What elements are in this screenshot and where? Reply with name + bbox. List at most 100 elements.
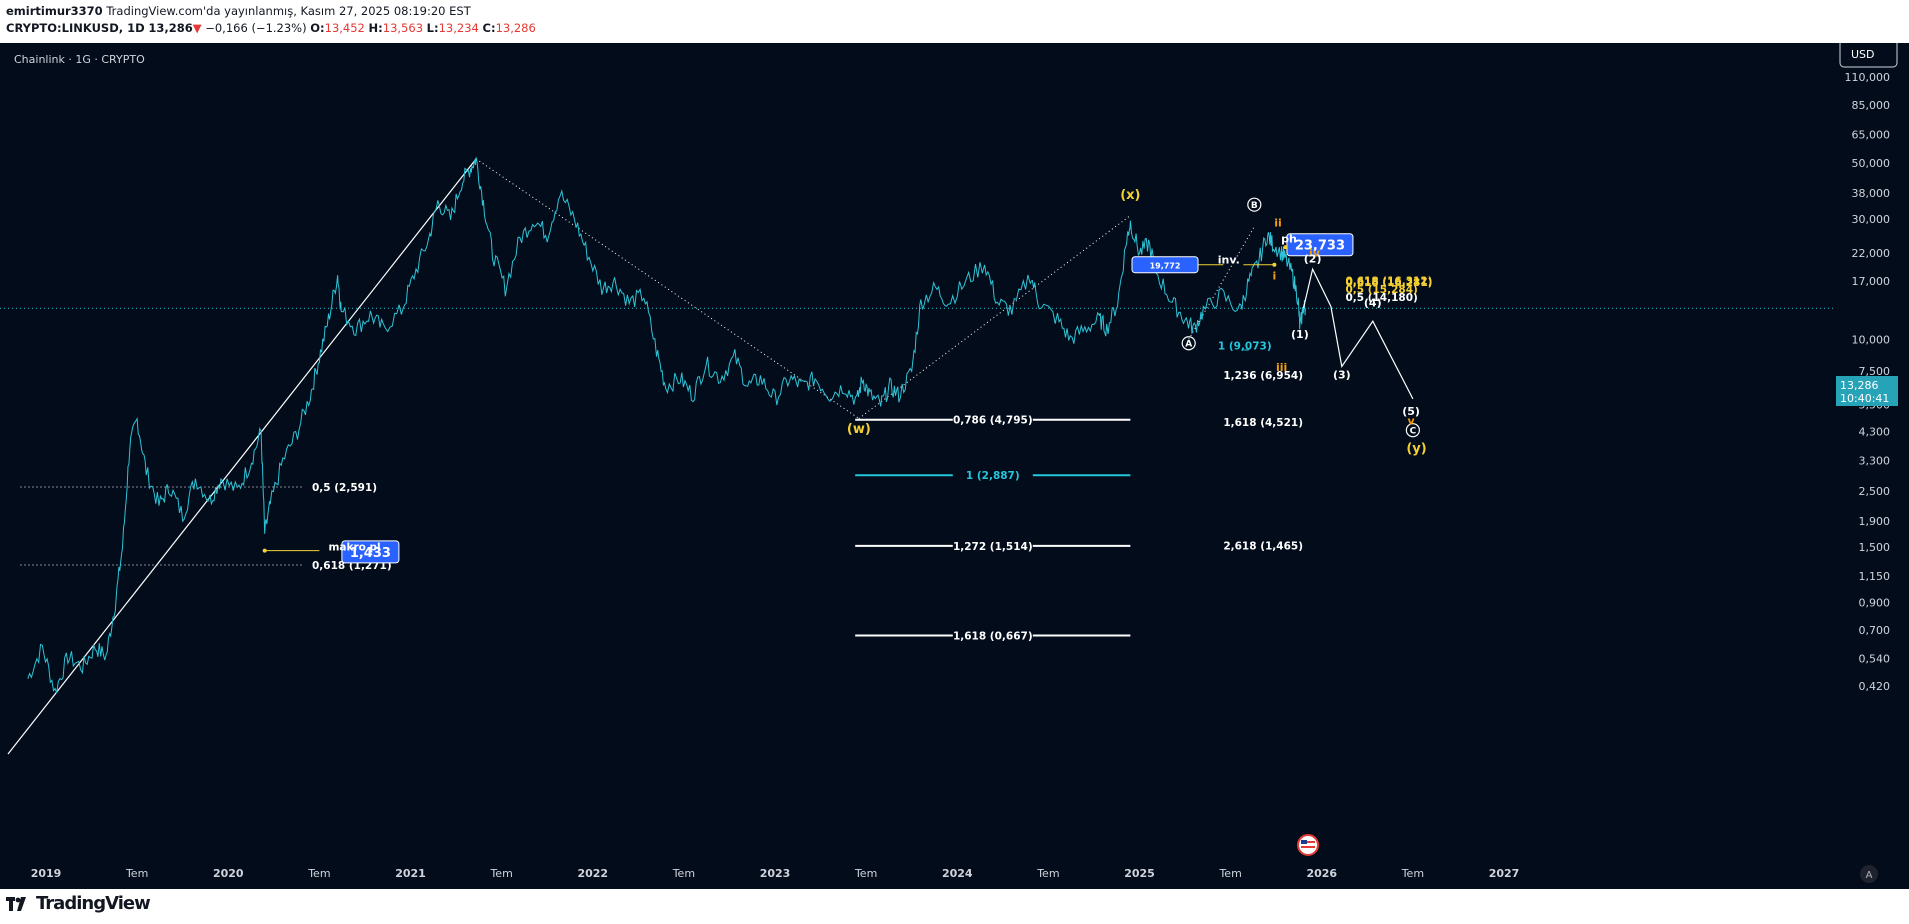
fib-label-bg — [952, 538, 1033, 553]
wave-label: (3) — [1333, 368, 1351, 381]
close-value: 13,286 — [495, 21, 536, 35]
wave-label: C — [1410, 427, 1417, 437]
fib-label-bg — [952, 468, 1033, 483]
projection-path — [1302, 267, 1414, 400]
price-badge — [1131, 256, 1199, 274]
brand-name: TradingView — [36, 893, 151, 914]
auto-scale-label: A — [1866, 870, 1873, 881]
tradingview-logo-icon — [6, 896, 26, 911]
current-price-tag: 13,286 10:40:41 — [1836, 376, 1898, 406]
x-tick-label: Tem — [489, 867, 512, 880]
countdown-label: 10:40:41 — [1840, 392, 1889, 405]
x-tick-label: 2019 — [31, 867, 62, 880]
y-tick-label: 1,900 — [1859, 515, 1891, 528]
wave-label: (1) — [1291, 328, 1309, 341]
x-tick-label: Tem — [307, 867, 330, 880]
price-change: −0,166 (−1.23%) — [205, 21, 307, 35]
chart-svg[interactable]: Chainlink · 1G · CRYPTO 140,000110,00085… — [0, 39, 1909, 889]
trend-line — [7, 158, 477, 755]
wave-label: iii — [1276, 361, 1287, 374]
y-tick-label: 110,000 — [1845, 71, 1891, 84]
y-tick-label: 4,300 — [1859, 426, 1891, 439]
x-tick-label: 2023 — [760, 867, 791, 880]
wave-label: v — [1407, 414, 1415, 427]
y-tick-label: 2,500 — [1859, 485, 1891, 498]
y-tick-label: 1,500 — [1859, 541, 1891, 554]
auto-scale-button[interactable]: A — [1860, 865, 1878, 883]
currency-label: USD — [1851, 48, 1875, 61]
price-badge — [1286, 233, 1354, 257]
x-tick-label: Tem — [125, 867, 148, 880]
wave-label: (5) — [1402, 405, 1420, 418]
dotted-line-w — [475, 158, 860, 419]
fib-label-bg — [952, 628, 1033, 643]
y-tick-label: 1,150 — [1859, 570, 1891, 583]
fib-level-label: 1,272 (1,514) — [953, 541, 1033, 553]
wave-label: 0,5 (15,284) — [1345, 284, 1417, 296]
wave-label: 0,5 (14,180) — [1345, 292, 1417, 304]
brand-footer[interactable]: TradingView — [6, 893, 151, 914]
x-tick-label: Tem — [1036, 867, 1059, 880]
x-tick-label: Tem — [1401, 867, 1424, 880]
dotted-line-x — [858, 215, 1131, 419]
wave-label: B — [1251, 201, 1258, 211]
fib-level-label: 0,786 (4,795) — [953, 415, 1033, 427]
x-tick-label: Tem — [854, 867, 877, 880]
author-name[interactable]: emirtimur3370 — [6, 4, 103, 18]
high-value: 13,563 — [382, 21, 424, 35]
wave-circle-marker — [1247, 197, 1262, 212]
wave-circle-marker — [1181, 336, 1196, 351]
change-down-icon: ▼ — [192, 21, 202, 35]
publish-header: emirtimur3370 TradingView.com'da yayınla… — [6, 4, 471, 18]
y-tick-label: 0,540 — [1859, 653, 1891, 666]
pivot-dot — [1283, 245, 1288, 250]
y-tick-label: 38,000 — [1852, 187, 1891, 200]
y-tick-label: 65,000 — [1852, 128, 1891, 141]
dotted-line-b — [1188, 226, 1255, 340]
chart-area[interactable]: Chainlink · 1G · CRYPTO 140,000110,00085… — [0, 39, 1909, 889]
currency-button[interactable]: USD — [1839, 39, 1898, 68]
y-tick-label: 85,000 — [1852, 99, 1891, 112]
low-label: L: — [426, 21, 439, 35]
wave-label: A — [1185, 340, 1192, 350]
high-label: H: — [368, 21, 383, 35]
x-tick-label: 2024 — [942, 867, 973, 880]
fib-level-label: 1 (2,887) — [966, 470, 1020, 482]
symbol-label: CRYPTO:LINKUSD, 1D — [6, 21, 145, 35]
wave-label: 2,618 (1,465) — [1223, 540, 1303, 552]
fib-label-bg — [952, 412, 1033, 427]
wave-label: 1,236 (6,954) — [1223, 370, 1303, 382]
x-tick-label: 2025 — [1124, 867, 1155, 880]
wave-label: inv. — [1218, 253, 1240, 266]
wave-circle-marker — [1405, 423, 1420, 438]
x-tick-label: 2021 — [395, 867, 426, 880]
low-value: 13,234 — [438, 21, 479, 35]
y-tick-label: 0,420 — [1859, 680, 1891, 693]
us-flag-icon[interactable] — [1297, 834, 1319, 856]
price-badge-label: 1,433 — [350, 546, 391, 561]
symbol-ohlc-row: CRYPTO:LINKUSD, 1D 13,286 ▼ −0,166 (−1.23… — [6, 21, 536, 35]
y-tick-label: 17,000 — [1852, 275, 1891, 288]
open-label: O: — [310, 21, 325, 35]
x-tick-label: Tem — [1218, 867, 1241, 880]
price-badge-label: 23,733 — [1295, 239, 1345, 254]
x-tick-label: Tem — [672, 867, 695, 880]
y-tick-label: 0,900 — [1859, 597, 1891, 610]
wave-label: 1 (9,073) — [1218, 341, 1272, 353]
x-tick-label: 2020 — [213, 867, 244, 880]
close-label: C: — [482, 21, 496, 35]
wave-label: 1,618 (4,521) — [1223, 417, 1303, 429]
y-tick-label: 7,500 — [1859, 365, 1891, 378]
current-price-axis-label: 13,286 — [1840, 379, 1879, 392]
wave-label: iv — [1309, 247, 1321, 260]
wave-label: makro pl — [328, 542, 380, 554]
price-badge-label: 19,772 — [1150, 262, 1181, 271]
wave-label: 0,618 (16,312) — [1345, 276, 1432, 288]
pivot-dot — [1272, 262, 1277, 267]
wave-label: ph — [1281, 233, 1297, 246]
wave-label: (4) — [1364, 296, 1382, 309]
y-tick-label: 3,300 — [1859, 455, 1891, 468]
x-tick-label: 2022 — [577, 867, 608, 880]
y-tick-label: 30,000 — [1852, 213, 1891, 226]
x-tick-label: 2026 — [1306, 867, 1337, 880]
